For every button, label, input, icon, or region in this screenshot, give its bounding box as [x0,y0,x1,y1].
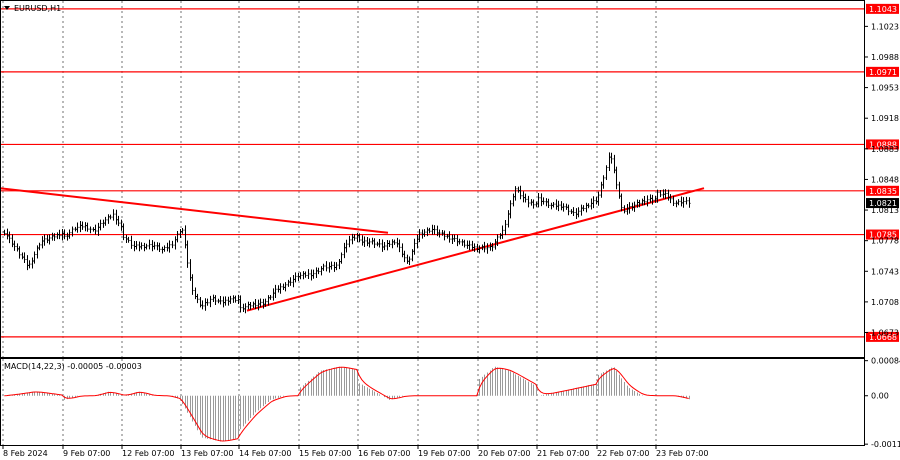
symbol-title: EURUSD,H1 [14,4,61,13]
level-price-label: 1.0971 [869,68,897,77]
price-tick-label: 1.0778 [871,237,899,246]
current-price-tag [866,198,899,209]
time-tick-label: 8 Feb 2024 [3,449,48,458]
time-tick-label: 21 Feb 07:00 [537,449,589,458]
macd-panel-frame [0,358,865,446]
symbol-header[interactable]: EURUSD,H1 [4,4,61,13]
price-tick-label: 1.0708 [871,298,899,307]
level-price-label: 1.0668 [869,333,897,342]
price-tick-label: 1.0918 [871,114,899,123]
time-tick-label: 22 Feb 07:00 [597,449,649,458]
current-price-label: 1.0821 [869,199,897,208]
macd-signal-line [4,366,689,442]
level-price-label: 1.0835 [869,187,897,196]
price-tick-label: 1.0743 [871,267,899,276]
macd-tick-label: 0.00084 [871,357,900,366]
macd-label: MACD(14,22,3) -0.00005 -0.00003 [4,362,142,371]
price-tick-label: 1.0988 [871,53,899,62]
macd-histogram [7,366,690,442]
level-price-tag [866,3,899,14]
main-panel-frame [0,0,865,358]
level-price-tag [866,66,899,77]
time-tick-label: 15 Feb 07:00 [299,449,351,458]
time-tick-label: 14 Feb 07:00 [239,449,291,458]
price-tick-label: 1.0813 [871,206,899,215]
level-price-tag [866,331,899,342]
level-price-label: 1.0785 [869,231,897,240]
price-tick-label: 1.0883 [871,145,899,154]
time-axis: 8 Feb 2024 9 Feb 07:00 12 Feb 07:00 13 Feb … [2,445,708,458]
price-tick-label: 1.0953 [871,84,899,93]
time-tick-label: 23 Feb 07:00 [656,449,708,458]
time-tick-label: 19 Feb 07:00 [418,449,470,458]
time-tick-label: 20 Feb 07:00 [478,449,530,458]
macd-tick-label: 0.00 [871,392,889,401]
level-price-label: 1.1043 [869,5,897,14]
dropdown-triangle-icon [4,6,10,10]
level-price-tag [866,229,899,240]
time-tick-label: 9 Feb 07:00 [63,449,110,458]
price-axis: 1.1023 1.0988 1.0953 1.0918 1.0883 1.0848 1.08… [864,22,899,338]
time-tick-label: 16 Feb 07:00 [358,449,410,458]
level-price-tag [866,139,899,150]
macd-tick-label: -0.00116 [871,440,900,449]
time-tick-label: 12 Feb 07:00 [122,449,174,458]
price-tick-label: 1.0673 [871,329,899,338]
level-price-tag [866,185,899,196]
candles [3,152,691,314]
level-price-label: 1.0888 [869,140,897,149]
macd-signal-path [4,366,689,442]
time-tick-label: 13 Feb 07:00 [181,449,233,458]
price-tick-label: 1.1023 [871,22,899,31]
price-tick-label: 1.0848 [871,175,899,184]
descending-trend-line [0,187,389,234]
